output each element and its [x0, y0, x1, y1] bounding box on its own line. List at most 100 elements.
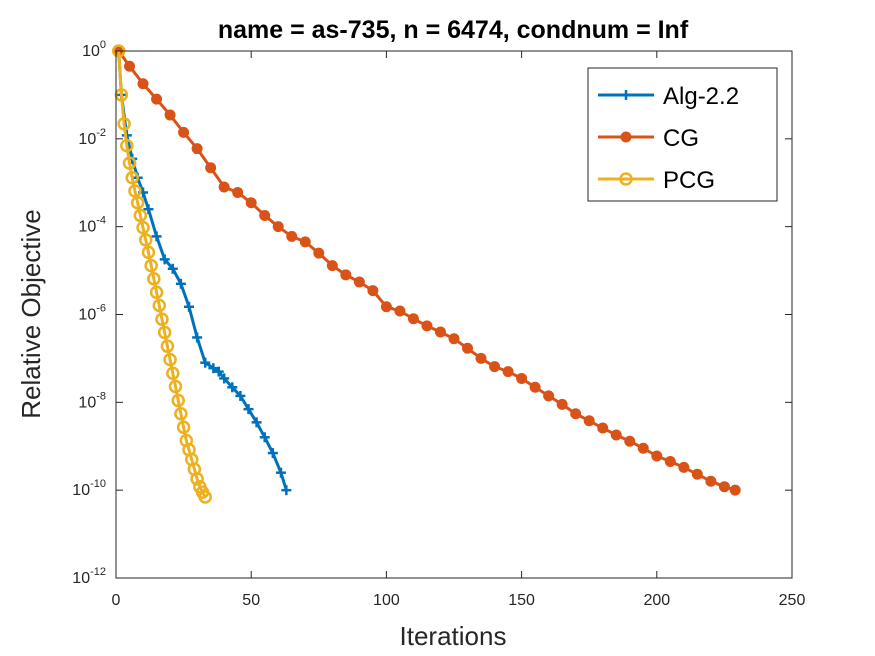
- data-point-cg: [543, 390, 555, 402]
- series-cg: [113, 45, 741, 496]
- legend-marker-alg-2-2: [621, 90, 631, 100]
- data-point-cg: [151, 93, 163, 105]
- data-point-cg: [434, 326, 446, 338]
- data-point-pcg: [174, 406, 188, 421]
- data-point-alg-2-2: [175, 278, 186, 289]
- data-point-pcg: [157, 325, 172, 340]
- data-point-pcg: [166, 366, 180, 380]
- data-point-cg: [624, 435, 636, 447]
- data-point-pcg: [141, 245, 156, 260]
- data-point-cg: [245, 197, 257, 209]
- data-point-cg: [178, 126, 190, 138]
- legend-label-alg-2-2: Alg-2.2: [663, 83, 739, 110]
- data-point-cg: [610, 429, 622, 441]
- data-point-alg-2-2: [275, 467, 286, 478]
- data-point-cg: [380, 301, 392, 313]
- x-tick-label: 200: [643, 592, 670, 609]
- data-point-pcg: [171, 393, 185, 408]
- data-point-cg: [205, 162, 217, 174]
- legend-label-pcg: PCG: [663, 167, 715, 194]
- data-point-alg-2-2: [259, 432, 270, 443]
- data-point-pcg: [176, 420, 191, 435]
- data-point-cg: [637, 442, 649, 454]
- y-tick-label: 10-4: [78, 215, 106, 236]
- data-point-cg: [326, 260, 338, 272]
- data-point-cg: [651, 450, 663, 462]
- data-point-pcg: [130, 196, 145, 210]
- data-point-pcg: [160, 339, 175, 353]
- data-point-alg-2-2: [267, 448, 278, 459]
- data-point-pcg: [120, 138, 134, 153]
- data-point-cg: [299, 236, 311, 248]
- data-point-alg-2-2: [281, 485, 292, 496]
- data-point-cg: [313, 247, 325, 259]
- data-point-cg: [475, 352, 487, 364]
- data-point-cg: [286, 230, 298, 242]
- data-point-alg-2-2: [184, 301, 195, 312]
- data-point-cg: [421, 320, 433, 332]
- data-point-cg: [691, 468, 703, 480]
- data-point-cg: [272, 221, 284, 233]
- data-point-pcg: [155, 312, 169, 326]
- data-point-alg-2-2: [167, 263, 178, 274]
- data-point-cg: [718, 481, 730, 493]
- x-tick-label: 0: [112, 592, 121, 609]
- data-point-cg: [218, 181, 230, 193]
- data-point-pcg: [168, 379, 183, 394]
- legend-marker-cg: [620, 131, 632, 143]
- data-point-cg: [489, 361, 501, 373]
- y-tick-label: 10-8: [78, 390, 106, 411]
- data-point-cg: [556, 398, 568, 410]
- x-tick-label: 250: [779, 592, 806, 609]
- data-point-pcg: [147, 272, 161, 286]
- data-point-alg-2-2: [192, 332, 203, 343]
- x-tick-label: 50: [242, 592, 260, 609]
- data-point-cg: [729, 484, 741, 496]
- legend-marker-pcg: [619, 172, 633, 186]
- data-point-pcg: [117, 117, 131, 131]
- data-point-alg-2-2: [151, 231, 162, 242]
- x-tick-label: 100: [373, 592, 400, 609]
- data-point-cg: [137, 78, 149, 90]
- data-point-cg: [164, 109, 176, 121]
- data-point-cg: [191, 143, 203, 155]
- data-point-cg: [597, 422, 609, 434]
- data-point-pcg: [138, 233, 153, 247]
- data-point-cg: [340, 269, 352, 281]
- data-point-alg-2-2: [208, 363, 219, 374]
- data-point-cg: [529, 381, 541, 393]
- data-point-cg: [570, 408, 582, 420]
- data-point-pcg: [144, 258, 158, 273]
- data-point-pcg: [163, 352, 177, 367]
- data-point-cg: [407, 313, 419, 325]
- data-point-alg-2-2: [227, 382, 238, 393]
- x-axis-label: Iterations: [400, 621, 507, 651]
- data-point-cg: [124, 60, 136, 72]
- axis-ticks: 0 50 100 150 200 250 100 10-2 10-4 10-6 10-8 10-10 1…: [72, 39, 805, 609]
- data-point-alg-2-2: [159, 254, 170, 265]
- data-point-pcg: [122, 156, 137, 170]
- data-point-alg-2-2: [200, 357, 211, 368]
- y-tick-label: 100: [82, 39, 106, 60]
- data-point-cg: [678, 461, 690, 473]
- chart-title: name = as-735, n = 6474, condnum = Inf: [218, 16, 689, 44]
- data-point-cg: [462, 342, 474, 354]
- x-tick-label: 150: [508, 592, 535, 609]
- data-point-cg: [394, 305, 406, 317]
- y-axis-label: Relative Objective: [16, 209, 46, 419]
- data-point-cg: [516, 372, 528, 384]
- data-point-cg: [664, 455, 676, 467]
- data-point-alg-2-2: [213, 366, 224, 377]
- data-point-alg-2-2: [143, 204, 154, 215]
- data-point-pcg: [125, 170, 139, 185]
- data-point-cg: [353, 276, 365, 288]
- data-point-alg-2-2: [235, 390, 246, 401]
- data-point-alg-2-2: [243, 404, 254, 415]
- y-tick-label: 10-2: [78, 127, 106, 148]
- data-point-alg-2-2: [251, 417, 262, 428]
- legend-label-cg: CG: [663, 125, 699, 152]
- y-tick-label: 10-6: [78, 303, 106, 324]
- data-point-cg: [583, 415, 595, 427]
- data-point-pcg: [190, 472, 204, 486]
